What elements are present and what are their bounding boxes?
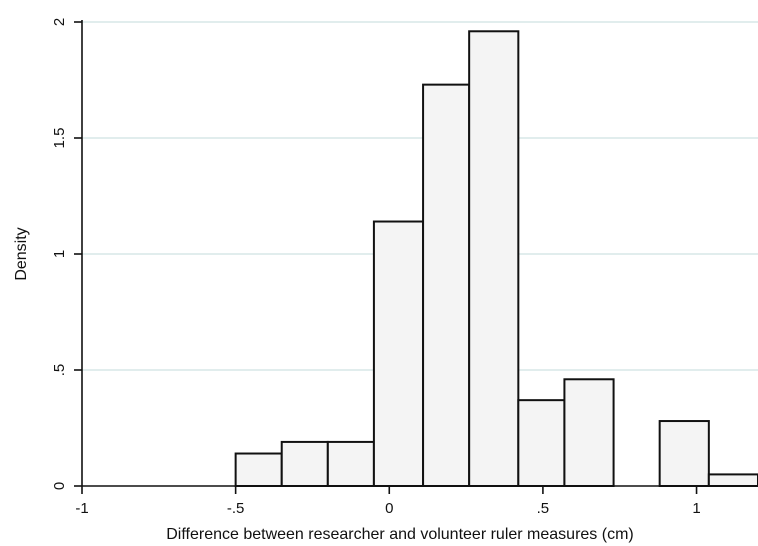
x-tick-label-1: -.5: [227, 500, 245, 517]
histogram-bar-3: [326, 440, 375, 488]
x-tick-label-2: 0: [385, 500, 393, 517]
histogram-bar-6: [468, 30, 520, 488]
y-tick-label-4: 2: [51, 18, 68, 26]
x-axis-title: Difference between researcher and volunt…: [166, 526, 633, 543]
x-tick-label-4: 1: [692, 500, 700, 517]
histogram-bar-7: [517, 399, 566, 487]
histogram-bar-1: [234, 452, 283, 487]
y-tick-label-3: 1.5: [51, 128, 68, 149]
axes: [81, 20, 758, 487]
histogram-bar-5: [422, 83, 471, 487]
histogram-bar-8: [563, 378, 615, 487]
histogram-bar-9: [658, 420, 710, 488]
x-axis-ticks: -1 -.5 0 .5 1: [75, 486, 701, 517]
y-axis-ticks: 0 .5 1 1.5 2: [51, 18, 82, 490]
histogram-bars: [234, 30, 758, 488]
x-tick-label-0: -1: [75, 500, 88, 517]
x-tick-label-3: .5: [537, 500, 550, 517]
histogram-bar-10: [707, 473, 758, 487]
y-axis-title: Density: [13, 227, 30, 280]
y-tick-label-0: 0: [51, 482, 68, 490]
histogram-bar-4: [372, 220, 425, 488]
y-tick-label-1: .5: [51, 364, 68, 377]
y-tick-label-2: 1: [51, 250, 68, 258]
histogram-bar-2: [280, 440, 329, 488]
